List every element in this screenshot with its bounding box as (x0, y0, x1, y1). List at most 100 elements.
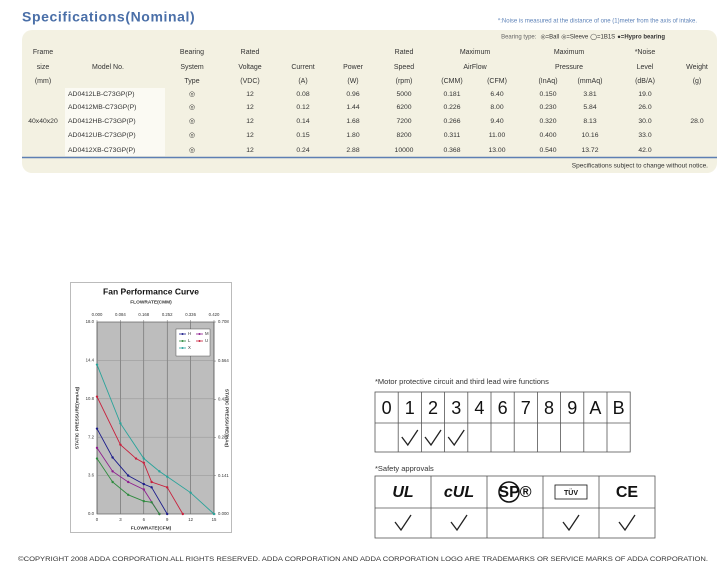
data-cell: ◎ (189, 91, 195, 98)
data-point (189, 491, 192, 494)
header-cell: Pressure (555, 64, 583, 71)
header-cell: Type (184, 78, 199, 85)
header-cell: (A) (298, 78, 307, 85)
y-tick-label: 14.4 (86, 358, 95, 363)
x2-tick-label: 0.168 (138, 312, 149, 317)
header-cell: Rated (395, 49, 414, 56)
data-cell: ◎ (189, 132, 195, 139)
data-cell: 7200 (396, 118, 411, 125)
data-cell: 13.72 (581, 147, 598, 154)
model-cell: AD0412MB-C73GP(P) (68, 104, 136, 111)
logo-ring (498, 481, 520, 503)
y-tick-label: 10.8 (86, 396, 95, 401)
safety-logo: CE (616, 484, 639, 501)
model-column-bg (65, 88, 165, 156)
x2-tick-label: 0.000 (92, 312, 103, 317)
header-cell: Frame (33, 49, 53, 56)
data-cell: 12 (246, 118, 254, 125)
data-point (95, 427, 99, 430)
safety-title: *Safety approvals (375, 464, 434, 473)
legend-marker (181, 347, 184, 349)
x2-tick-label: 0.420 (209, 312, 220, 317)
y2-axis-label: STATIC PRESSURE(inAq) (224, 389, 230, 448)
data-cell: 10.16 (581, 132, 598, 139)
title: Specifications(Nominal) (22, 9, 195, 25)
function-code: 9 (567, 398, 577, 418)
data-point (150, 486, 153, 489)
function-code: 0 (382, 398, 392, 418)
safety-logo: UL (392, 484, 413, 501)
legend-label: U (205, 338, 208, 343)
data-point (95, 363, 99, 366)
header-cell: (W) (347, 78, 358, 85)
data-cell: 42.0 (638, 147, 651, 154)
x-tick-label: 6 (143, 517, 146, 522)
header-cell: *Noise (635, 49, 656, 56)
data-point (119, 422, 122, 425)
bearing-legend-item: ◎=Ball (540, 35, 559, 41)
data-cell: 1.80 (346, 132, 359, 139)
legend-label: L (188, 338, 191, 343)
function-code: B (613, 398, 625, 418)
data-point (166, 475, 169, 478)
data-cell: 0.226 (443, 104, 460, 111)
noise-note: *:Noise is measured at the distance of o… (498, 19, 697, 25)
safety-logo: TÜV (564, 488, 578, 497)
header-cell: Voltage (238, 64, 261, 71)
legend-label: M (205, 331, 209, 336)
x2-tick-label: 0.084 (115, 312, 126, 317)
header-cell: (dB/A) (635, 78, 655, 85)
data-cell: 0.08 (296, 91, 309, 98)
function-code: 4 (474, 398, 484, 418)
logo-box (554, 484, 588, 500)
header-cell: Power (343, 64, 364, 71)
data-cell: 0.96 (346, 91, 359, 98)
subheader-cell: (mmAq) (578, 78, 603, 85)
data-cell: 12 (246, 104, 254, 111)
data-cell: 8.13 (583, 118, 596, 125)
chart-title: Fan Performance Curve (103, 286, 199, 296)
x-tick-label: 9 (166, 517, 169, 522)
y2-tick-label: 0.564 (218, 358, 229, 363)
legend-marker (198, 333, 201, 335)
data-point (119, 443, 122, 446)
data-point (166, 512, 169, 516)
y2-tick-label: 0.423 (218, 396, 229, 401)
frame-cell: 40x40x20 (28, 118, 58, 125)
safety-check (394, 514, 412, 532)
data-cell: ◎ (189, 118, 195, 125)
y2-tick-label: 0.000 (218, 511, 229, 516)
subheader-cell: (CFM) (487, 78, 507, 85)
function-check (401, 429, 419, 447)
data-cell: 26.0 (638, 104, 651, 111)
x-tick-label: 15 (212, 517, 217, 522)
legend-marker (198, 340, 201, 342)
function-code: 1 (405, 398, 415, 418)
function-code: 3 (451, 398, 461, 418)
safety-grid-border (374, 475, 656, 539)
data-point (127, 480, 130, 484)
data-cell: 0.400 (539, 132, 556, 139)
function-check (447, 429, 465, 447)
data-cell: 0.12 (296, 104, 309, 111)
data-cell: 33.0 (638, 132, 651, 139)
data-cell: 11.00 (489, 132, 506, 139)
function-check (424, 429, 442, 447)
data-point (150, 480, 153, 484)
data-point (134, 457, 138, 460)
y2-tick-label: 0.141 (218, 473, 229, 478)
data-point (95, 457, 99, 460)
data-cell: 12 (246, 132, 254, 139)
subheader-cell: (InAq) (538, 78, 557, 85)
data-cell: 8.00 (490, 104, 503, 111)
data-point (142, 482, 145, 486)
data-cell: 0.266 (443, 118, 460, 125)
data-cell: 1.44 (346, 104, 359, 111)
header-cell: AirFlow (463, 64, 487, 71)
data-cell: 0.15 (296, 132, 309, 139)
header-cell: Weight (686, 64, 708, 71)
y-tick-label: 18.0 (86, 319, 95, 324)
x2-axis-label: FLOWRATE(CMM) (130, 299, 172, 305)
header-cell: Model No. (92, 64, 124, 71)
